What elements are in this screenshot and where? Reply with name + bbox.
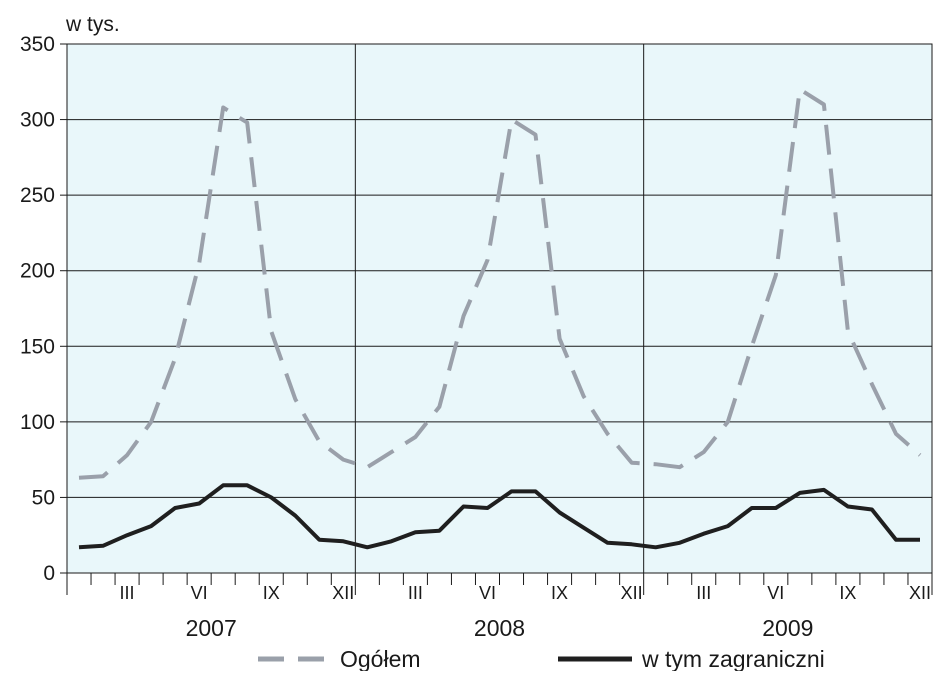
legend-label-zagraniczni: w tym zagraniczni: [641, 646, 825, 671]
y-tick-label: 150: [20, 335, 55, 358]
month-label: III: [696, 583, 711, 603]
year-label: 2008: [474, 615, 525, 641]
year-label: 2007: [186, 615, 237, 641]
month-label: IX: [839, 583, 856, 603]
month-label: VI: [767, 583, 784, 603]
y-tick-label: 350: [20, 33, 55, 56]
month-label: IX: [263, 583, 280, 603]
year-label: 2009: [762, 615, 813, 641]
month-label: IX: [551, 583, 568, 603]
month-label: III: [120, 583, 135, 603]
month-label: VI: [479, 583, 496, 603]
month-label: III: [408, 583, 423, 603]
legend: Ogółem w tym zagraniczni: [258, 646, 825, 671]
y-tick-label: 100: [20, 411, 55, 434]
y-tick-label: 300: [20, 109, 55, 132]
legend-label-ogolem: Ogółem: [340, 646, 421, 671]
month-label: XII: [621, 583, 643, 603]
y-tick-label: 250: [20, 184, 55, 207]
y-tick-label: 200: [20, 260, 55, 283]
y-tick-label: 50: [32, 486, 55, 509]
y-tick-label: 0: [43, 562, 55, 585]
month-label: VI: [191, 583, 208, 603]
month-label: XII: [332, 583, 354, 603]
y-axis-unit-label: w tys.: [65, 13, 120, 36]
month-label: XII: [909, 583, 931, 603]
